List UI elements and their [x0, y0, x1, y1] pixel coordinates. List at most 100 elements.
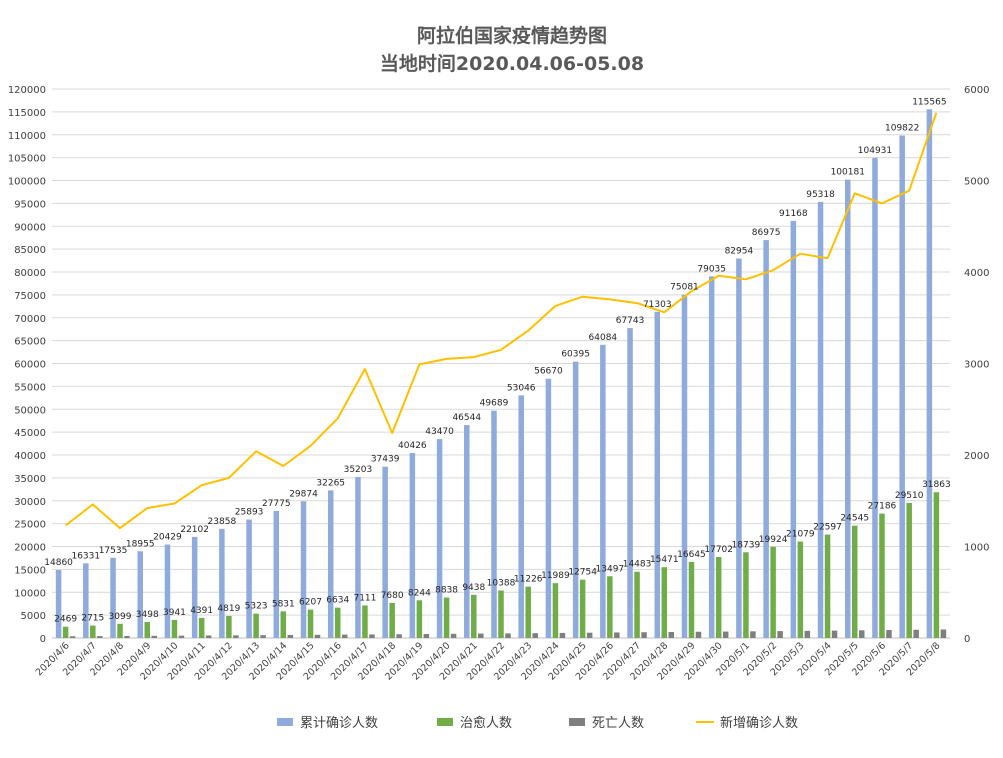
- bar-data-label: 15471: [650, 555, 679, 565]
- bar: [736, 258, 742, 638]
- bar: [722, 631, 729, 638]
- left-tick-label: 115000: [8, 108, 46, 119]
- left-tick-label: 70000: [14, 314, 46, 325]
- bar: [641, 632, 647, 638]
- bar-data-label: 60395: [561, 350, 590, 360]
- bar-data-label: 27775: [262, 499, 291, 509]
- bar: [83, 563, 89, 638]
- bar: [600, 344, 606, 638]
- bar-data-label: 13497: [596, 564, 625, 574]
- bar-data-label: 46544: [452, 413, 481, 423]
- bar: [607, 576, 613, 638]
- bar: [471, 594, 477, 638]
- bar: [824, 534, 831, 638]
- bar: [327, 490, 334, 638]
- right-tick-label: 6000: [964, 85, 989, 96]
- bar: [614, 632, 620, 638]
- right-tick-label: 2000: [964, 451, 989, 462]
- bar: [117, 623, 123, 638]
- bar: [899, 135, 905, 639]
- legend-label: 累计确诊人数: [300, 716, 378, 731]
- bar: [552, 583, 559, 638]
- left-tick-label: 55000: [14, 382, 46, 393]
- bar-data-label: 100181: [831, 168, 865, 178]
- left-tick-label: 95000: [14, 199, 46, 210]
- bar: [763, 240, 769, 639]
- bar: [219, 528, 225, 638]
- bar-data-label: 7680: [381, 591, 404, 601]
- bar-data-label: 8838: [435, 586, 458, 596]
- bar-data-label: 79035: [697, 264, 726, 274]
- chart-title: 阿拉伯国家疫情趋势图: [417, 24, 607, 47]
- left-tick-label: 75000: [14, 291, 46, 302]
- bar-data-label: 82954: [725, 246, 754, 256]
- bar-data-label: 49689: [480, 399, 509, 409]
- bar-data-label: 22102: [180, 525, 209, 535]
- left-tick-label: 35000: [14, 474, 46, 485]
- bar: [110, 557, 116, 638]
- bar: [852, 525, 858, 638]
- bars-layer: [55, 109, 947, 639]
- bar-data-label: 37439: [371, 455, 400, 465]
- bar-data-label: 11226: [514, 575, 543, 585]
- bar: [695, 631, 702, 638]
- bar: [226, 615, 232, 638]
- bar: [913, 629, 919, 638]
- bar: [334, 607, 341, 638]
- bar-data-label: 71303: [643, 300, 672, 310]
- bar: [62, 626, 69, 638]
- bar: [144, 621, 150, 638]
- bar: [124, 635, 130, 638]
- bar-data-label: 10388: [487, 578, 516, 588]
- bar: [164, 544, 171, 638]
- x-axis: 2020/4/62020/4/72020/4/82020/4/92020/4/1…: [34, 640, 943, 682]
- bar-data-label: 53046: [507, 383, 536, 393]
- bar: [341, 634, 348, 638]
- bar-data-label: 11989: [541, 571, 570, 581]
- bar: [743, 552, 749, 638]
- left-tick-label: 20000: [14, 543, 46, 554]
- bar-data-label: 7111: [353, 593, 376, 603]
- bar: [69, 636, 76, 638]
- left-tick-label: 105000: [8, 154, 46, 165]
- legend-label: 治愈人数: [460, 716, 512, 731]
- bar-data-label: 19924: [759, 535, 788, 545]
- left-tick-label: 60000: [14, 360, 46, 371]
- bar: [450, 633, 457, 638]
- bar-data-label: 8244: [408, 588, 431, 598]
- bar-data-label: 4391: [190, 606, 213, 616]
- bar-data-label: 5323: [245, 602, 268, 612]
- bar-data-label: 75081: [670, 283, 699, 293]
- bar: [97, 636, 103, 638]
- bar: [668, 632, 675, 638]
- bar-data-label: 24545: [840, 514, 869, 524]
- left-tick-label: 15000: [14, 565, 46, 576]
- bar: [750, 631, 756, 638]
- bar-data-label: 95318: [806, 190, 835, 200]
- left-tick-label: 120000: [8, 85, 46, 96]
- right-tick-label: 5000: [964, 177, 989, 188]
- bar: [715, 557, 722, 638]
- bar-data-label: 64084: [589, 333, 618, 343]
- bar-data-label: 43470: [425, 427, 454, 437]
- bar: [572, 361, 579, 638]
- bar: [654, 311, 661, 638]
- bar: [369, 634, 375, 638]
- line-series: [64, 112, 938, 530]
- bar-data-label: 23858: [208, 517, 237, 527]
- bar: [770, 546, 776, 638]
- left-tick-label: 100000: [8, 177, 46, 188]
- bar: [831, 630, 838, 638]
- bar-data-label: 27186: [868, 502, 897, 512]
- bar-data-label: 67743: [616, 316, 645, 326]
- bar-data-label: 109822: [885, 124, 919, 134]
- bar-data-label: 14483: [623, 560, 652, 570]
- left-tick-label: 25000: [14, 520, 46, 531]
- bar: [253, 613, 259, 638]
- bar: [933, 492, 940, 638]
- bar-data-label: 9438: [462, 583, 485, 593]
- bar-data-label: 25893: [235, 508, 264, 518]
- bar: [436, 439, 443, 638]
- bar-data-label: 4819: [217, 604, 240, 614]
- bar: [559, 632, 566, 638]
